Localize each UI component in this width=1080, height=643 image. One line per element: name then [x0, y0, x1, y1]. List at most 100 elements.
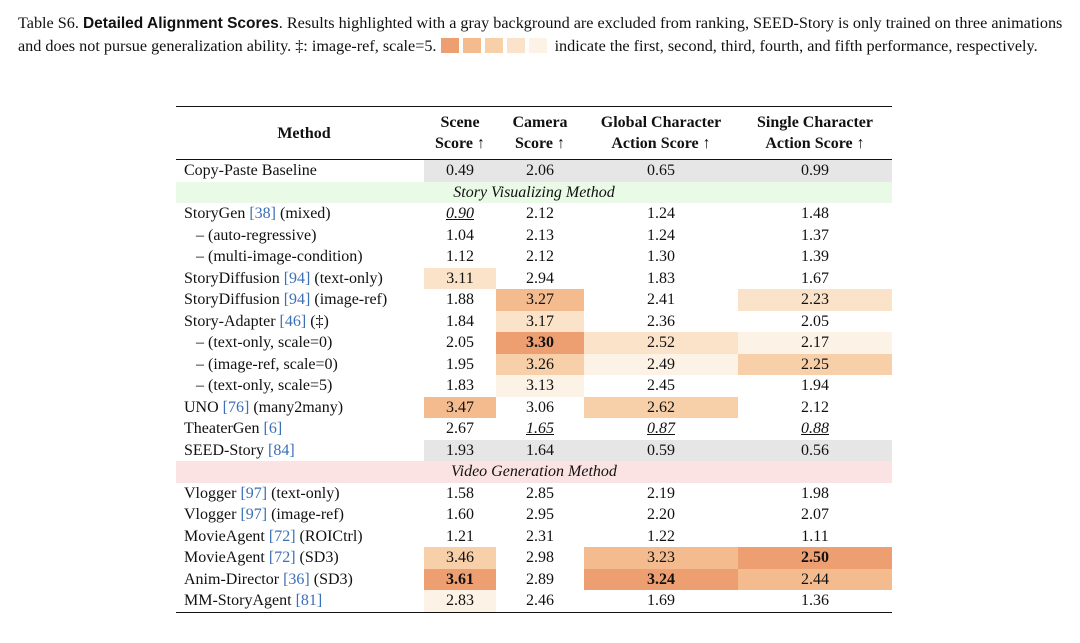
- camera-score: 3.17: [496, 310, 584, 332]
- method-name: MovieAgent [72] (ROICtrl): [184, 527, 363, 545]
- global-score: 2.52: [584, 332, 738, 354]
- method-name: MovieAgent [72] (SD3): [184, 549, 339, 566]
- table-row: MovieAgent [72] (SD3) 3.46 2.98 3.23 2.50: [176, 547, 892, 569]
- method-name: StoryDiffusion [94] (image-ref): [184, 291, 388, 308]
- method-name: Copy-Paste Baseline: [184, 162, 317, 179]
- camera-score: 2.95: [526, 506, 554, 523]
- global-score: 2.19: [647, 484, 675, 502]
- global-score: 2.36: [647, 312, 675, 330]
- header-camera: Camera Score ↑: [512, 114, 568, 152]
- caption-text: . Results highlighted with a gray backgr…: [18, 14, 1063, 55]
- single-score: 2.12: [801, 398, 829, 416]
- citation-link[interactable]: [36]: [283, 570, 310, 588]
- single-score: 2.23: [738, 289, 892, 311]
- citation-link[interactable]: [38]: [249, 205, 276, 222]
- citation-link[interactable]: [72]: [268, 527, 296, 545]
- method-name: – (image-ref, scale=0): [196, 355, 338, 373]
- table-bottom-rule: [176, 611, 892, 613]
- scene-score: 1.83: [446, 377, 474, 394]
- single-score: 2.25: [738, 353, 892, 375]
- global-score: 1.24: [647, 226, 675, 244]
- rank-swatch-4: [506, 38, 525, 53]
- camera-score: 3.06: [526, 398, 554, 416]
- camera-score: 3.27: [496, 289, 584, 311]
- single-score: 1.11: [801, 527, 829, 545]
- global-score: 3.24: [584, 568, 738, 590]
- rank-swatch-5: [528, 38, 547, 53]
- table-row: MovieAgent [72] (ROICtrl) 1.21 2.31 1.22 1.1…: [176, 526, 892, 548]
- single-score: 1.48: [801, 205, 829, 222]
- single-score: 0.88: [801, 420, 829, 437]
- method-name: MM-StoryAgent [81]: [184, 592, 323, 609]
- citation-link[interactable]: [6]: [263, 420, 283, 437]
- method-name: – (auto-regressive): [196, 226, 317, 244]
- global-score: 1.24: [647, 205, 675, 222]
- global-score: 1.22: [647, 527, 675, 545]
- single-score: 1.37: [801, 226, 829, 244]
- scene-score: 3.46: [424, 547, 496, 569]
- citation-link[interactable]: [46]: [279, 312, 307, 330]
- global-score: 1.83: [647, 269, 675, 287]
- method-name: SEED-Story [84]: [184, 441, 295, 459]
- citation-link[interactable]: [97]: [240, 484, 268, 502]
- caption-title: Detailed Alignment Scores: [82, 15, 279, 32]
- table-row: SEED-Story [84] 1.93 1.64 0.59 0.56: [176, 439, 892, 461]
- section-story-visualizing: Story Visualizing Method: [176, 181, 892, 203]
- table-row: StoryDiffusion [94] (text-only) 3.11 2.94 1…: [176, 267, 892, 289]
- method-name: – (multi-image-condition): [196, 248, 363, 265]
- camera-score: 2.89: [526, 570, 554, 588]
- table-row: MM-StoryAgent [81] 2.83 2.46 1.69 1.36: [176, 590, 892, 612]
- header-scene: Scene Score ↑: [435, 114, 485, 152]
- single-score: 2.50: [738, 547, 892, 569]
- citation-link[interactable]: [84]: [268, 441, 295, 459]
- section-video-generation: Video Generation Method: [176, 461, 892, 483]
- scene-score: 1.95: [446, 355, 474, 373]
- citation-link[interactable]: [81]: [295, 592, 323, 609]
- table-row: Vlogger [97] (image-ref) 1.60 2.95 2.20 2.07: [176, 504, 892, 526]
- camera-score: 1.64: [496, 439, 584, 461]
- scene-score: 1.21: [446, 527, 474, 545]
- rank-swatch-2: [462, 38, 481, 53]
- method-name: – (text-only, scale=5): [196, 377, 333, 394]
- scene-score: 0.49: [424, 160, 496, 182]
- single-score: 2.07: [801, 506, 829, 523]
- global-score: 2.20: [647, 506, 675, 523]
- global-score: 0.59: [584, 439, 738, 461]
- global-score: 0.87: [647, 420, 675, 437]
- global-score: 0.65: [584, 160, 738, 182]
- baseline-row: Copy-Paste Baseline 0.49 2.06 0.65 0.99: [176, 160, 892, 182]
- table-row: TheaterGen [6] 2.67 1.65 0.87 0.88: [176, 418, 892, 440]
- video-rows: Vlogger [97] (text-only) 1.58 2.85 2.19 1.98…: [176, 483, 892, 612]
- single-score: 0.56: [738, 439, 892, 461]
- table-row: – (auto-regressive) 1.04 2.13 1.24 1.37: [176, 225, 892, 247]
- table-row: Vlogger [97] (text-only) 1.58 2.85 2.19 1.98: [176, 483, 892, 505]
- camera-score: 2.12: [526, 205, 554, 222]
- method-name: UNO [76] (many2many): [184, 398, 344, 416]
- rank-swatch-1: [440, 38, 459, 53]
- single-score: 1.36: [801, 592, 829, 609]
- global-score: 2.49: [584, 353, 738, 375]
- rank-swatches: [440, 37, 555, 55]
- method-name: Vlogger [97] (text-only): [184, 484, 340, 502]
- method-name: StoryDiffusion [94] (text-only): [184, 269, 383, 287]
- scene-score: 2.67: [446, 420, 474, 437]
- header-method: Method: [277, 124, 331, 142]
- camera-score: 3.13: [496, 375, 584, 397]
- citation-link[interactable]: [97]: [240, 506, 268, 523]
- citation-link[interactable]: [94]: [283, 291, 311, 308]
- citation-link[interactable]: [72]: [268, 549, 296, 566]
- camera-score: 3.30: [496, 332, 584, 354]
- alignment-score-table: Method Scene Score ↑ Camera Score ↑ Global…: [176, 106, 892, 613]
- method-name: Story-Adapter [46] (‡): [184, 312, 329, 330]
- camera-score: 2.06: [496, 160, 584, 182]
- single-score: 1.67: [801, 269, 829, 287]
- header-single-character: Single Character Action Score ↑: [757, 114, 873, 152]
- method-name: StoryGen [38] (mixed): [184, 205, 331, 222]
- table-row: Story-Adapter [46] (‡) 1.84 3.17 2.36 2.05: [176, 310, 892, 332]
- scene-score: 1.12: [446, 248, 474, 265]
- citation-link[interactable]: [94]: [283, 269, 311, 287]
- citation-link[interactable]: [76]: [222, 398, 250, 416]
- scene-score: 1.58: [446, 484, 474, 502]
- scene-score: 1.84: [446, 312, 474, 330]
- method-name: – (text-only, scale=0): [196, 334, 333, 351]
